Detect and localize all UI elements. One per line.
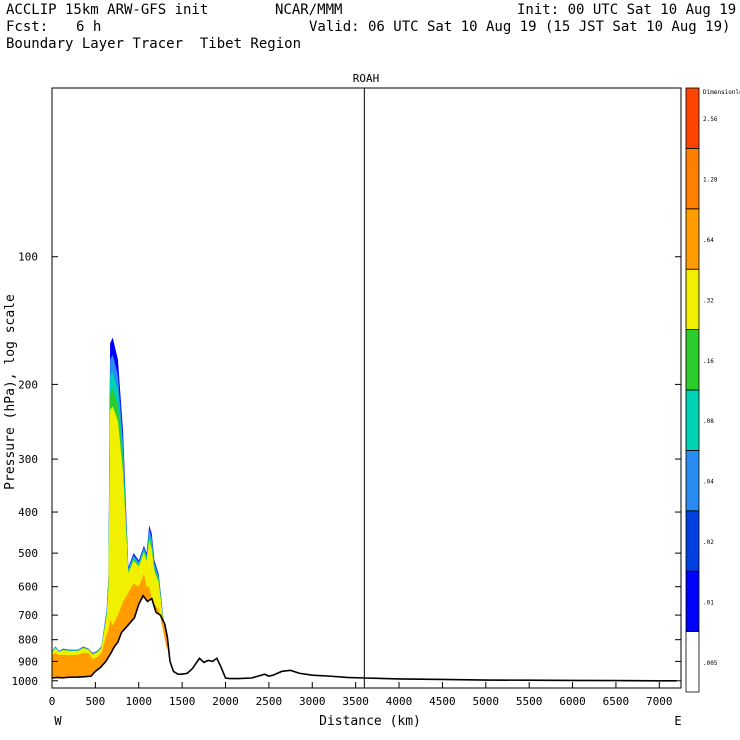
x-tick-label: 4500: [429, 695, 456, 708]
colorbar-label: .64: [703, 237, 714, 244]
colorbar-label: .01: [703, 599, 714, 606]
x-tick-label: 7000: [646, 695, 673, 708]
x-tick-label: 6000: [559, 695, 586, 708]
x-tick-label: 5500: [516, 695, 543, 708]
y-tick-label: 300: [18, 453, 38, 466]
colorbar-swatch: [685, 329, 700, 391]
colorbar-label: 1.28: [703, 177, 718, 184]
x-tick-label: 0: [49, 695, 56, 708]
x-tick-label: 3500: [342, 695, 369, 708]
tracer-fill-layer: [52, 337, 168, 678]
colorbar-swatch: [685, 631, 700, 693]
y-tick-label: 400: [18, 506, 38, 519]
organization: NCAR/MMM: [275, 2, 343, 18]
colorbar-label: 2.56: [703, 116, 718, 123]
init-time: Init: 00 UTC Sat 10 Aug 19: [517, 2, 737, 18]
valid-time: Valid: 06 UTC Sat 10 Aug 19 (15 JST Sat …: [309, 19, 731, 35]
colorbar-swatch: [685, 570, 700, 633]
colorbar-swatch: [685, 147, 700, 210]
x-tick-label: 6500: [603, 695, 630, 708]
colorbar-swatch: [685, 208, 700, 270]
product-title: Boundary Layer Tracer Tibet Region: [6, 36, 302, 52]
colorbar-label: .02: [703, 539, 714, 546]
y-tick-label: 1000: [12, 675, 39, 688]
colorbar-swatch: [685, 449, 700, 512]
colorbar-label: .08: [703, 418, 714, 425]
colorbar-swatch: [685, 87, 700, 149]
tracer-core: [52, 573, 168, 678]
forecast-hours: 6 h: [76, 19, 102, 35]
x-tick-label: 2000: [212, 695, 239, 708]
tracer-band: [52, 406, 168, 678]
y-tick-label: 800: [18, 634, 38, 647]
x-tick-label: 3000: [299, 695, 326, 708]
colorbar-swatch: [685, 510, 700, 572]
x-axis-label: Distance (km): [319, 714, 421, 729]
colorbar-swatch: [685, 389, 700, 451]
y-tick-label: 700: [18, 609, 38, 622]
axes-layer: 0 500 1000 1500 2000 2500 3000 3500 4000 4500 5000…: [12, 88, 681, 708]
y-tick-label: 200: [18, 378, 38, 391]
y-tick-label: 900: [18, 655, 38, 668]
colorbar: .005 .01 .02 .04 .08 .16 .32 .64 1.28 2.56 Dimensi…: [685, 87, 740, 693]
x-tick-label: 5000: [473, 695, 500, 708]
colorbar-label: .04: [703, 479, 714, 486]
x-tick-label: 4000: [386, 695, 413, 708]
x-tick-label: 1500: [169, 695, 196, 708]
colorbar-label: .005: [703, 660, 718, 667]
x-tick-label: 500: [85, 695, 105, 708]
colorbar-label: .32: [703, 297, 714, 304]
model-title: ACCLIP 15km ARW-GFS init: [6, 2, 209, 18]
x-tick-label: 2500: [256, 695, 283, 708]
colorbar-swatch: [685, 268, 700, 331]
y-tick-label: 500: [18, 547, 38, 560]
station-label: ROAH: [353, 72, 380, 85]
forecast-label: Fcst:: [6, 19, 49, 35]
plot-frame: [51, 87, 682, 689]
x-tick-label: 1000: [126, 695, 153, 708]
y-tick-label: 100: [18, 251, 38, 264]
right-end-label: E: [674, 714, 681, 728]
terrain-line: [51, 594, 677, 682]
colorbar-label: .16: [703, 358, 714, 365]
y-tick-label: 600: [18, 581, 38, 594]
left-end-label: W: [54, 714, 62, 728]
y-axis-label: Pressure (hPa), log scale: [3, 294, 18, 490]
colorbar-label: Dimensionless: [703, 89, 740, 96]
terrain-layer: [51, 594, 677, 682]
